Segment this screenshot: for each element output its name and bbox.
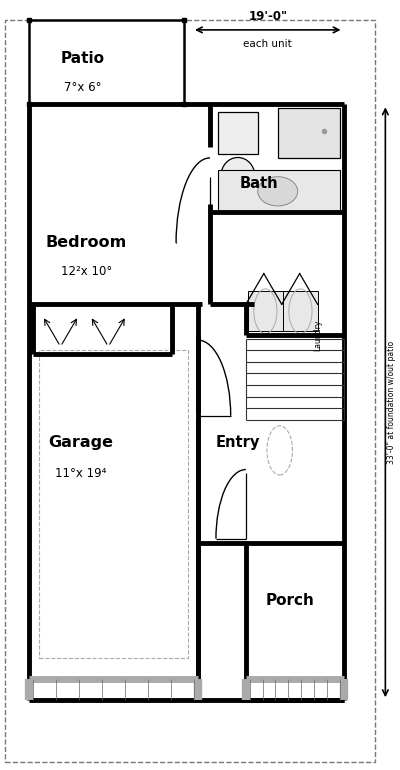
Text: Garage: Garage bbox=[48, 435, 113, 450]
Text: 11°x 19⁴: 11°x 19⁴ bbox=[55, 467, 106, 480]
Text: Bedroom: Bedroom bbox=[46, 236, 127, 250]
Text: each unit: each unit bbox=[243, 38, 292, 49]
Text: 7°x 6°: 7°x 6° bbox=[64, 81, 101, 94]
Ellipse shape bbox=[258, 176, 298, 206]
Bar bbox=[218, 170, 340, 212]
Text: Entry: Entry bbox=[216, 435, 260, 450]
Text: Patio: Patio bbox=[60, 51, 104, 66]
Text: Bath: Bath bbox=[240, 176, 278, 191]
Bar bbox=[28, 20, 184, 105]
Text: 12²x 10°: 12²x 10° bbox=[61, 265, 112, 278]
Ellipse shape bbox=[221, 158, 255, 194]
Text: Laundry: Laundry bbox=[313, 320, 322, 350]
Bar bbox=[38, 350, 188, 658]
Text: Porch: Porch bbox=[265, 593, 314, 608]
Text: 19'-0": 19'-0" bbox=[248, 9, 287, 22]
Bar bbox=[283, 291, 318, 331]
Text: 33'-0" at foundation w/out patio: 33'-0" at foundation w/out patio bbox=[387, 341, 396, 464]
Bar bbox=[248, 291, 283, 331]
Bar bbox=[278, 109, 340, 159]
Bar bbox=[218, 112, 258, 155]
